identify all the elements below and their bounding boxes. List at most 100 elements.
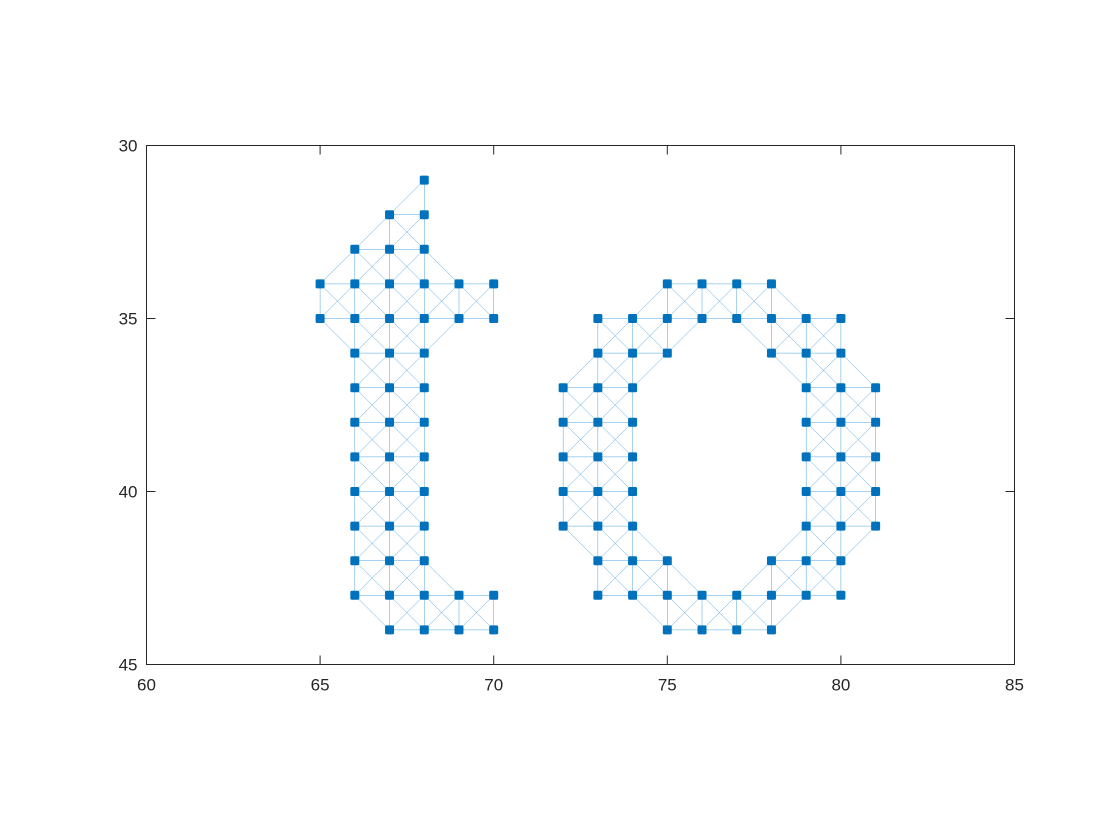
graph-edge-o <box>806 525 842 561</box>
graph-edge-o <box>736 283 772 319</box>
graph-node-o <box>836 556 846 566</box>
graph-node-o <box>558 452 568 462</box>
graph-node-o <box>593 590 603 600</box>
graph-edge-o <box>840 422 876 458</box>
graph-node-o <box>801 487 811 496</box>
graph-node-o <box>558 521 568 531</box>
graph-edge-t <box>354 387 390 423</box>
edges-layer <box>319 179 876 631</box>
graph-edge-t <box>354 214 390 250</box>
graph-node-t <box>350 279 360 289</box>
graph-edge-o <box>632 283 668 319</box>
graph-edge-t <box>354 318 390 354</box>
graph-node-o <box>628 556 638 566</box>
y-tick-label: 45 <box>119 656 138 675</box>
graph-node-t <box>385 590 395 600</box>
graph-edge-t <box>389 456 425 492</box>
graph-node-t <box>419 175 429 185</box>
graph-node-o <box>697 625 707 635</box>
graph-node-t <box>385 556 395 566</box>
graph-node-o <box>871 521 881 531</box>
graph-node-o <box>766 279 776 289</box>
graph-node-o <box>801 556 811 566</box>
graph-node-o <box>801 521 811 531</box>
graph-node-o <box>558 383 568 393</box>
graph-node-t <box>454 279 464 289</box>
graph-edge-o <box>806 387 842 423</box>
graph-edge-o <box>597 560 633 596</box>
graph-node-o <box>732 625 742 635</box>
graph-node-t <box>350 487 360 496</box>
graph-edge-t <box>354 525 390 561</box>
graph-edge-t <box>389 422 425 458</box>
graph-node-o <box>871 383 881 393</box>
graph-node-t <box>489 590 499 600</box>
graph-edge-t <box>424 283 460 319</box>
graph-node-o <box>836 521 846 531</box>
graph-node-t <box>419 314 429 323</box>
graph-node-t <box>315 314 325 323</box>
graph-node-t <box>385 521 395 531</box>
graph-edge-t <box>389 560 425 596</box>
graph-node-o <box>593 383 603 393</box>
graph-node-t <box>385 244 395 254</box>
graph-edge-o <box>840 525 876 561</box>
graph-node-o <box>801 348 811 358</box>
graph-node-o <box>836 383 846 393</box>
graph-node-o <box>836 417 846 427</box>
graph-edge-o <box>597 525 633 561</box>
graph-node-o <box>732 314 742 323</box>
graph-edge-t <box>389 595 425 631</box>
graph-edge-o <box>736 560 772 596</box>
graph-node-o <box>662 625 672 635</box>
graph-node-o <box>801 314 811 323</box>
graph-edge-t <box>389 491 425 527</box>
y-tick-label: 35 <box>119 310 138 329</box>
graph-node-o <box>662 590 672 600</box>
graph-edge-t <box>354 595 390 631</box>
graph-edge-t <box>354 560 390 596</box>
graph-node-t <box>454 314 464 323</box>
graph-node-t <box>489 279 499 289</box>
graph-edge-t <box>458 283 494 319</box>
graph-node-o <box>836 348 846 358</box>
x-tick-label: 70 <box>484 676 503 695</box>
graph-edge-o <box>667 318 703 354</box>
graph-node-t <box>419 521 429 531</box>
graph-edge-o <box>771 283 807 319</box>
graph-edge-o <box>806 352 842 388</box>
graph-node-o <box>697 314 707 323</box>
graph-edge-o <box>806 491 842 527</box>
graph-edge-o <box>562 456 599 492</box>
ticks-layer <box>146 145 1015 665</box>
graph-edge-o <box>562 352 599 388</box>
graph-node-t <box>350 452 360 462</box>
graph-node-t <box>419 556 429 566</box>
graph-node-o <box>628 521 638 531</box>
graph-edge-o <box>562 491 599 527</box>
graph-edge-t <box>389 214 425 250</box>
graph-edge-o <box>667 595 703 631</box>
graph-node-o <box>662 348 672 358</box>
graph-node-t <box>419 487 429 496</box>
graph-node-t <box>350 417 360 427</box>
graph-edge-o <box>771 525 807 561</box>
graph-edge-o <box>806 318 842 354</box>
graph-node-t <box>385 417 395 427</box>
graph-node-t <box>385 210 395 220</box>
graph-edge-t <box>319 318 355 354</box>
graph-edge-o <box>562 525 599 561</box>
graph-node-t <box>419 625 429 635</box>
graph-edge-o <box>806 560 842 596</box>
graph-node-t <box>454 625 464 635</box>
graph-node-o <box>871 487 881 496</box>
graph-node-t <box>419 210 429 220</box>
graph-node-o <box>697 279 707 289</box>
graph-node-t <box>385 487 395 496</box>
graph-node-t <box>350 314 360 323</box>
graph-node-t <box>350 556 360 566</box>
graph-node-o <box>593 556 603 566</box>
graph-node-o <box>871 452 881 462</box>
graph-edge-o <box>701 595 737 631</box>
graph-edge-t <box>354 249 390 285</box>
